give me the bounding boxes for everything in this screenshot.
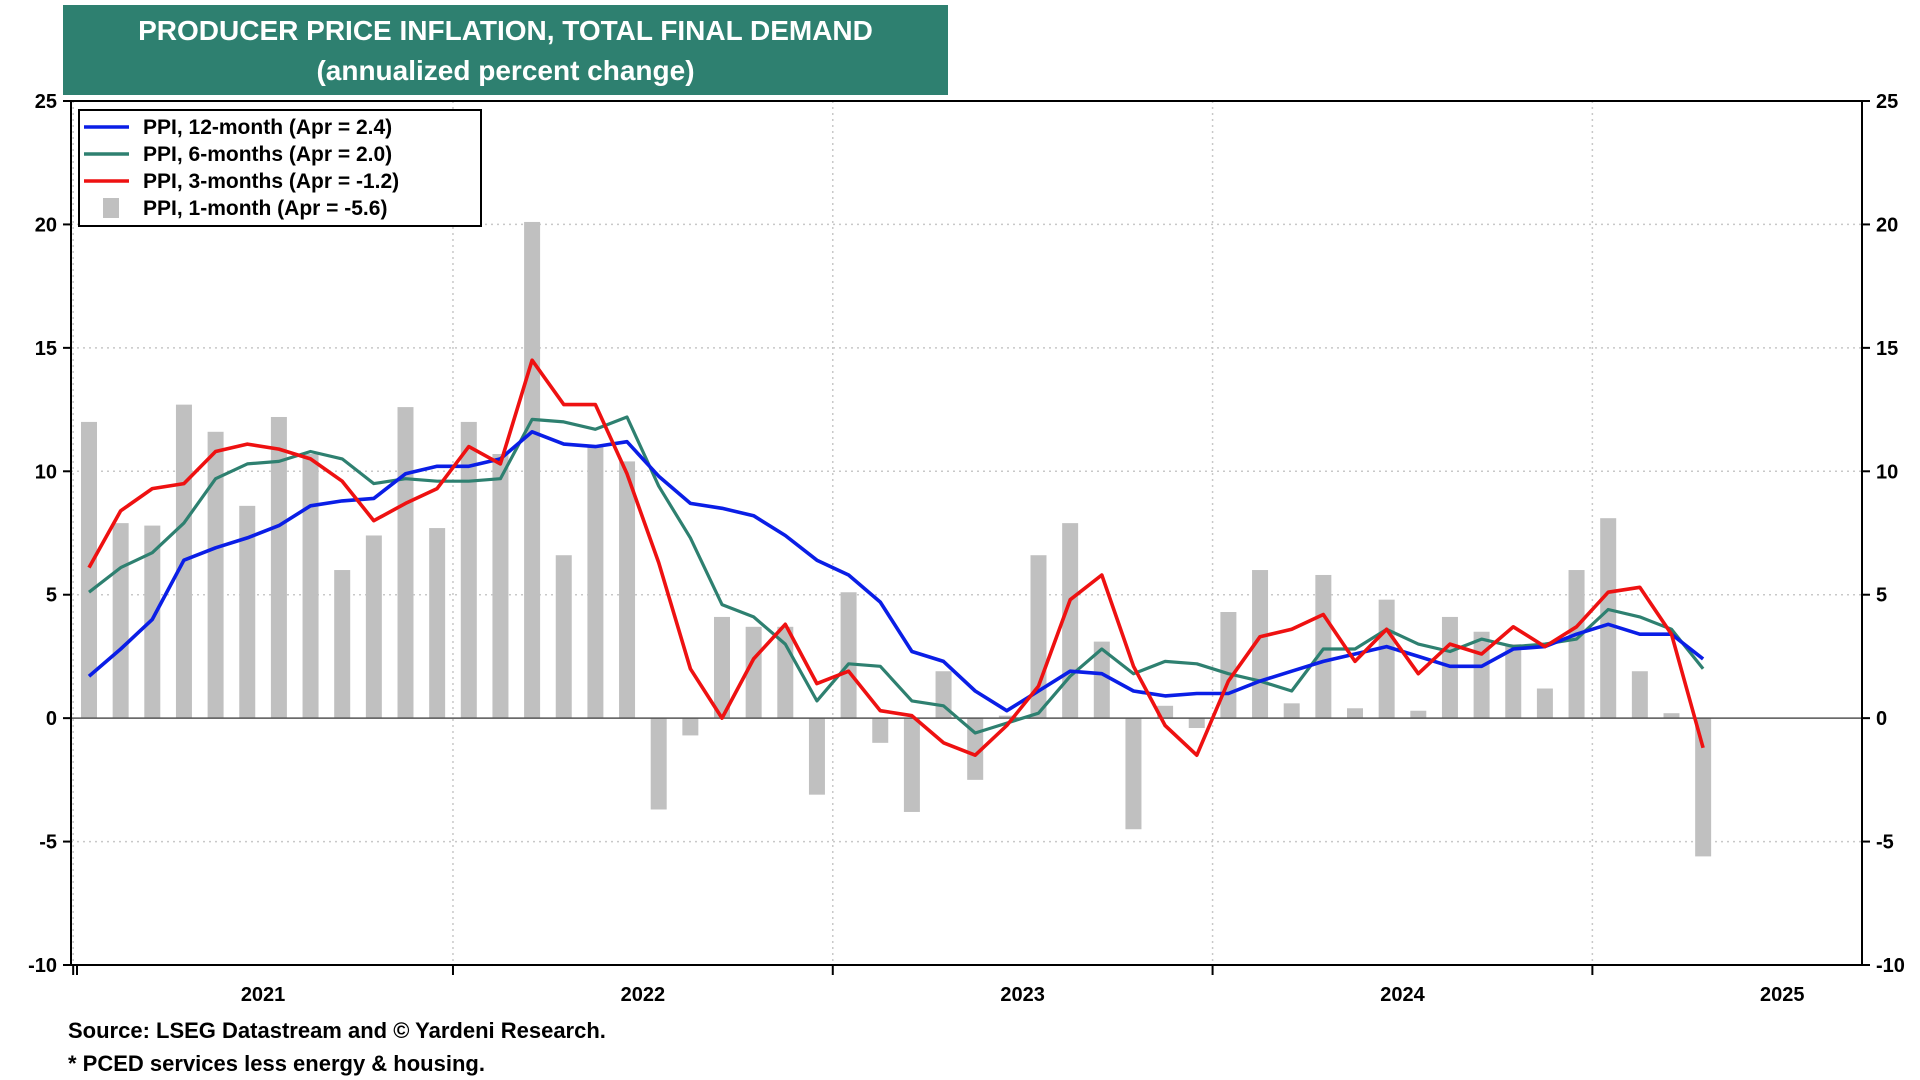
bar-ppi-1m <box>650 718 667 810</box>
y-tick-label-left: 15 <box>35 338 57 360</box>
bar-ppi-1m <box>619 461 636 719</box>
bar-ppi-1m <box>1505 644 1522 719</box>
bar-ppi-1m <box>745 626 762 719</box>
bar-ppi-1m <box>1188 718 1205 729</box>
legend-box <box>78 109 482 227</box>
bar-ppi-1m <box>112 523 129 719</box>
bar-ppi-1m <box>587 446 604 719</box>
y-tick-label-left: -5 <box>39 832 57 854</box>
bar-ppi-1m <box>334 570 351 719</box>
y-tick-label-left: 5 <box>46 585 57 607</box>
bar-ppi-1m <box>1125 718 1142 830</box>
bar-ppi-1m <box>492 454 509 719</box>
bar-ppi-1m <box>1695 718 1712 857</box>
line-ppi-6m <box>88 415 1705 735</box>
line-series <box>87 358 1705 758</box>
x-year-label: 2024 <box>1380 984 1425 1006</box>
y-tick-label-left: 20 <box>35 214 57 236</box>
bar-ppi-1m <box>1631 671 1648 719</box>
bar-ppi-1m <box>429 528 446 719</box>
y-tick-label-left: 10 <box>35 461 57 483</box>
bar-ppi-1m <box>903 718 920 812</box>
bar-ppi-1m <box>239 505 256 719</box>
legend-label: PPI, 6-months (Apr = 2.0) <box>143 143 392 166</box>
x-year-label: 2025 <box>1760 984 1805 1006</box>
y-tick-label-right: -10 <box>1876 955 1905 977</box>
bar-ppi-1m <box>1062 523 1079 719</box>
bar-ppi-1m <box>1347 708 1363 719</box>
bar-ppi-1m <box>1378 599 1395 719</box>
bar-ppi-1m <box>872 718 889 743</box>
bar-ppi-1m <box>460 421 477 719</box>
bar-ppi-1m <box>524 221 541 719</box>
bar-ppi-1m <box>808 718 825 795</box>
grid <box>71 101 1862 965</box>
chart-subtitle: (annualized percent change) <box>316 55 695 86</box>
bar-ppi-1m <box>1600 518 1617 719</box>
bar-ppi-1m <box>207 431 224 719</box>
x-year-label: 2023 <box>1000 984 1045 1006</box>
legend-label: PPI, 1-month (Apr = -5.6) <box>143 197 387 220</box>
bar-ppi-1m <box>81 421 97 719</box>
bar-ppi-1m <box>998 715 1015 719</box>
bar-ppi-1m <box>1315 574 1332 719</box>
line-ppi-3m <box>87 358 1705 758</box>
bar-ppi-1m <box>1283 703 1300 719</box>
bar-ppi-1m <box>302 454 319 719</box>
bar-ppi-1m <box>1093 641 1110 719</box>
bar-ppi-1m <box>1568 570 1585 719</box>
y-tick-label-left: 0 <box>46 708 57 730</box>
bar-ppi-1m <box>1663 713 1680 719</box>
bar-ppi-1m <box>555 555 572 719</box>
legend-swatch-ppi-1m <box>103 198 119 218</box>
y-tick-label-right: 25 <box>1876 91 1898 113</box>
legend: PPI, 12-month (Apr = 2.4) PPI, 6-months (… <box>78 109 482 227</box>
y-tick-label-right: -5 <box>1876 832 1894 854</box>
chart-title: PRODUCER PRICE INFLATION, TOTAL FINAL DE… <box>138 15 873 46</box>
y-tick-label-left: -10 <box>28 955 57 977</box>
bar-ppi-1m <box>144 525 161 719</box>
bar-ppi-1m <box>682 718 699 736</box>
x-year-label: 2022 <box>621 984 666 1006</box>
bar-ppi-1m <box>365 535 382 719</box>
bar-ppi-1m <box>1220 611 1237 719</box>
plot-frame <box>70 100 1863 966</box>
bar-ppi-1m <box>1536 688 1553 719</box>
bar-ppi-1m <box>270 416 287 719</box>
chart-title-box: PRODUCER PRICE INFLATION, TOTAL FINAL DE… <box>63 5 948 95</box>
footnote: * PCED services less energy & housing. <box>68 1051 485 1076</box>
legend-label: PPI, 12-month (Apr = 2.4) <box>143 116 392 139</box>
y-tick-label-left: 25 <box>35 91 57 113</box>
bar-ppi-1m <box>1410 710 1427 719</box>
bar-ppi-1m <box>840 592 857 719</box>
bar-ppi-1m <box>967 718 984 780</box>
x-year-label: 2021 <box>241 984 286 1006</box>
source-note: Source: LSEG Datastream and © Yardeni Re… <box>68 1018 606 1043</box>
y-tick-label-right: 10 <box>1876 461 1898 483</box>
legend-label: PPI, 3-months (Apr = -1.2) <box>143 170 399 193</box>
bar-ppi-1m <box>714 616 730 719</box>
bar-series-ppi-1m <box>81 221 1712 857</box>
bar-ppi-1m <box>397 407 414 719</box>
y-tick-label-right: 15 <box>1876 338 1898 360</box>
y-tick-label-right: 5 <box>1876 585 1887 607</box>
y-tick-label-right: 0 <box>1876 708 1887 730</box>
bar-ppi-1m <box>1473 631 1490 719</box>
y-tick-label-right: 20 <box>1876 214 1898 236</box>
